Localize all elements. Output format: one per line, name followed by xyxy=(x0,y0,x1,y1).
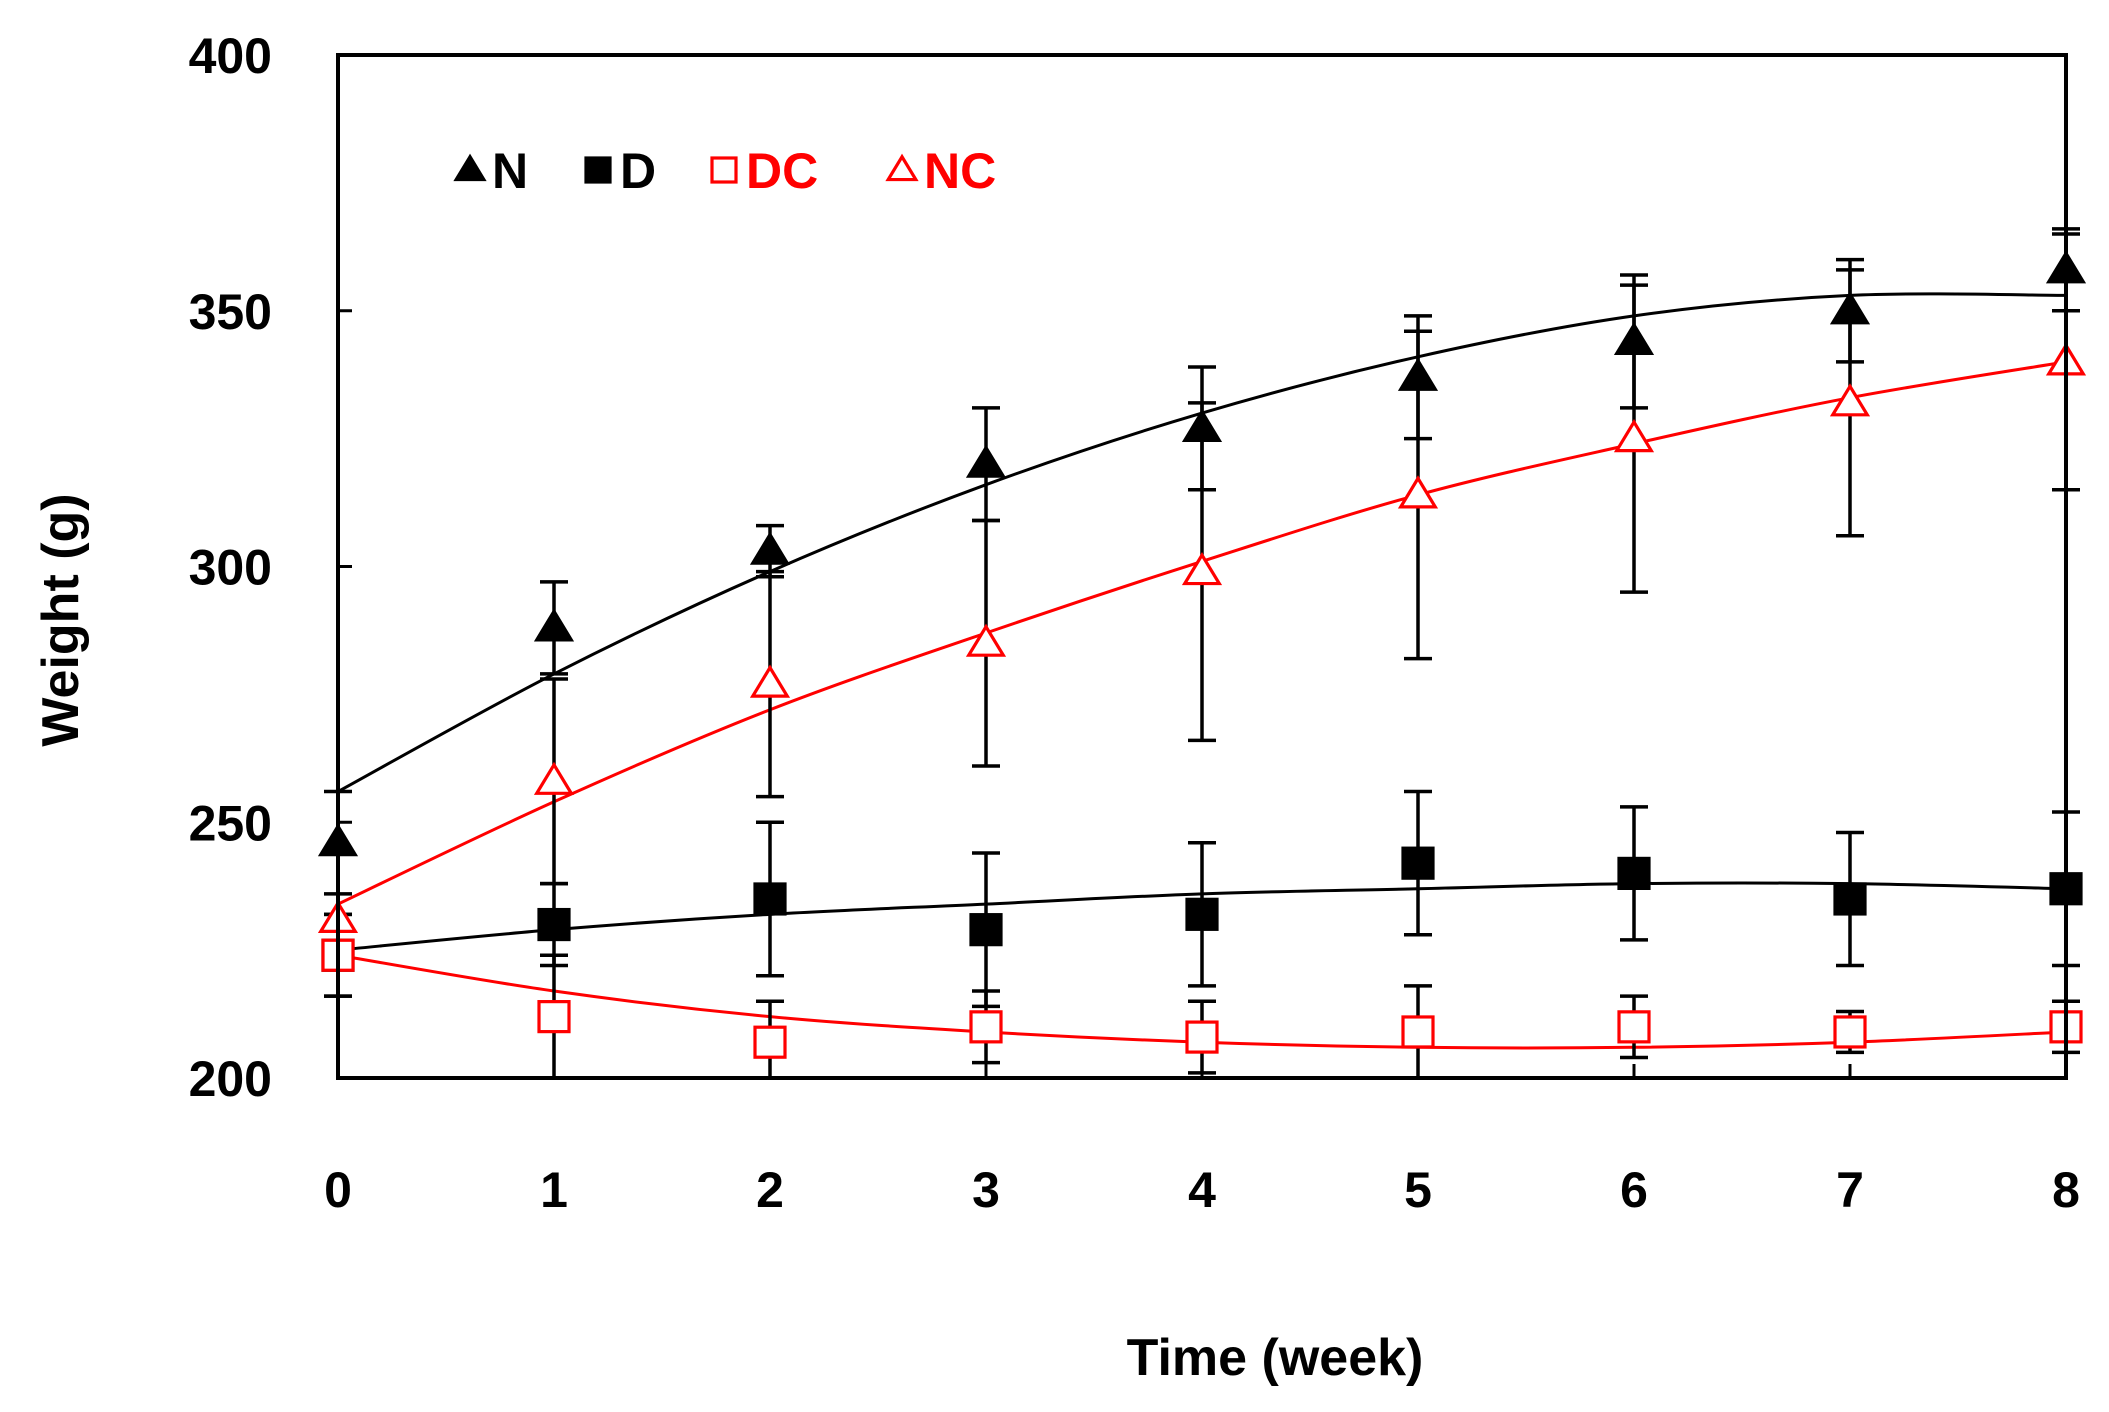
data-point-DC xyxy=(1185,1020,1219,1054)
data-point-D xyxy=(753,882,787,916)
x-tick-label: 1 xyxy=(540,1162,568,1218)
data-point-DC xyxy=(969,1010,1003,1044)
data-point-NC xyxy=(749,664,791,698)
y-tick-label: 300 xyxy=(189,540,272,596)
data-point-D xyxy=(537,907,571,942)
x-tick-labels: 0 1 2 3 4 5 6 7 8 xyxy=(324,1162,2080,1218)
data-point-NC xyxy=(1613,419,1655,453)
data-point-D xyxy=(969,913,1003,947)
data-point-N xyxy=(1181,408,1223,442)
data-point-NC xyxy=(533,761,575,795)
x-tick-label: 2 xyxy=(756,1162,784,1218)
legend-label-N: N xyxy=(492,143,528,199)
x-tick-label: 3 xyxy=(972,1162,1000,1218)
data-point-N xyxy=(1829,291,1871,325)
data-point-N xyxy=(533,608,575,642)
data-point-NC xyxy=(1181,551,1223,586)
error-bars xyxy=(324,227,2080,1080)
data-point-NC xyxy=(1397,475,1439,509)
x-tick-label: 8 xyxy=(2052,1162,2080,1218)
y-tick-label: 200 xyxy=(189,1051,272,1107)
legend-label-DC: DC xyxy=(746,143,818,199)
legend: N D DC NC xyxy=(453,143,996,199)
legend-label-NC: NC xyxy=(924,143,996,199)
data-point-DC xyxy=(537,1000,571,1034)
data-point-DC xyxy=(753,1025,787,1059)
legend-marker-NC xyxy=(885,153,919,182)
x-tick-label: 0 xyxy=(324,1162,352,1218)
legend-marker-DC xyxy=(710,156,738,184)
legend-marker-D xyxy=(584,156,612,184)
y-tick-label: 350 xyxy=(189,284,272,340)
x-tick-label: 6 xyxy=(1620,1162,1648,1218)
data-point-D xyxy=(1833,882,1867,916)
data-markers xyxy=(317,250,2087,1059)
fit-curve-N xyxy=(337,292,2067,793)
y-axis-title: Weight (g) xyxy=(32,493,90,746)
data-point-N xyxy=(749,531,791,565)
legend-marker-N xyxy=(453,153,487,182)
axis-ticks xyxy=(336,53,2068,1080)
y-tick-label: 250 xyxy=(189,795,272,851)
data-point-N xyxy=(965,444,1007,478)
data-point-DC xyxy=(1833,1015,1867,1049)
data-point-NC xyxy=(1829,383,1871,417)
data-point-DC xyxy=(1401,1015,1435,1049)
data-point-N xyxy=(1397,357,1439,391)
legend-label-D: D xyxy=(620,143,656,199)
x-tick-label: 5 xyxy=(1404,1162,1432,1218)
y-tick-labels: 200 250 300 350 400 xyxy=(189,28,272,1107)
data-point-DC xyxy=(1617,1010,1651,1044)
data-point-NC xyxy=(965,623,1007,657)
y-tick-label: 400 xyxy=(189,28,272,84)
data-point-D xyxy=(1401,846,1435,880)
data-point-D xyxy=(1185,897,1219,931)
x-tick-label: 4 xyxy=(1188,1162,1216,1218)
x-tick-label: 7 xyxy=(1836,1162,1864,1218)
x-axis-title: Time (week) xyxy=(1127,1329,1424,1387)
data-point-N xyxy=(1613,321,1655,356)
data-point-D xyxy=(1617,856,1651,891)
